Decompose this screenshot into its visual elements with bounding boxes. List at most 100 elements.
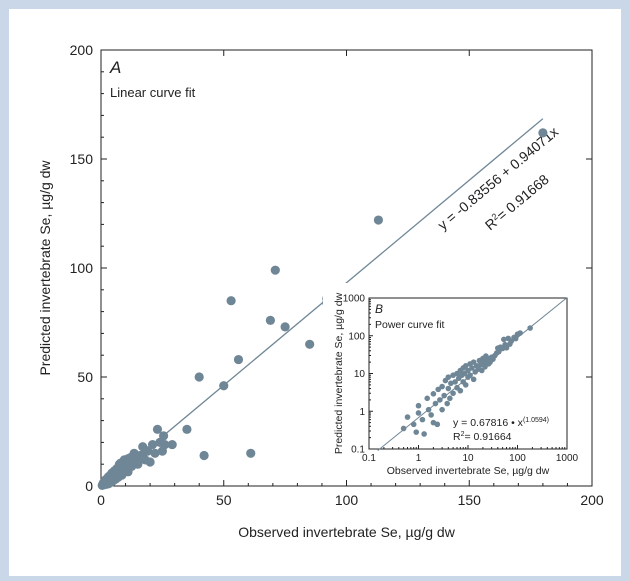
data-point-b: [432, 400, 439, 407]
x-tick-label-b: 1: [416, 453, 422, 464]
equation-exponent-b: (1.0594): [523, 417, 549, 424]
figure-svg: 0 50 100 150 200 0 50 100 150 200 Observed inverte…: [37, 42, 604, 540]
data-point-b: [445, 385, 452, 392]
data-point-b: [452, 379, 458, 385]
data-point-b: [527, 325, 533, 331]
data-point-b: [444, 400, 450, 407]
data-point-b: [439, 406, 445, 413]
data-point-a: [199, 450, 209, 461]
data-point-a: [538, 128, 548, 138]
x-tick-label-a: 50: [216, 492, 232, 508]
data-point-b: [470, 376, 477, 383]
data-point-b: [467, 372, 473, 379]
data-point-b: [478, 367, 485, 374]
data-point-a: [280, 322, 290, 332]
data-point-b: [457, 387, 464, 394]
data-point-b: [501, 336, 507, 343]
x-tick-label-b: 100: [509, 453, 526, 464]
r-squared-sup-b: 2: [461, 431, 465, 438]
data-point-b: [434, 421, 441, 428]
data-point-a: [152, 424, 163, 434]
y-axis-label-b: Predicted invertebrate Se, µg/g dw: [333, 292, 345, 454]
data-point-b: [517, 330, 523, 336]
data-point-b: [415, 410, 422, 416]
fit-line-a: [100, 118, 544, 489]
y-tick-label-a: 150: [70, 151, 94, 167]
data-point-b: [512, 335, 519, 342]
x-tick-label-a: 150: [458, 492, 482, 508]
data-point-b: [424, 395, 431, 402]
x-tick-label-b: 1000: [556, 453, 579, 464]
x-tick-label-a: 200: [580, 492, 604, 508]
data-point-b: [410, 421, 417, 428]
x-tick-label-a: 100: [335, 492, 359, 508]
data-point-b: [400, 425, 407, 432]
x-axis-label-b: Observed invertebrate Se, µg/g dw: [387, 465, 550, 477]
data-point-a: [111, 470, 121, 481]
data-point-a: [226, 296, 236, 306]
data-point-b: [450, 390, 456, 397]
data-point-a: [265, 315, 275, 325]
data-point-b: [435, 386, 441, 393]
data-point-a: [167, 439, 177, 450]
data-point-a: [159, 431, 169, 441]
r-squared-value-b: = 0.91664: [465, 431, 512, 443]
data-point-a: [182, 424, 192, 434]
y-tick-label-b: 1: [359, 407, 365, 418]
r-squared-sup-a: 2: [490, 211, 500, 222]
data-point-a: [270, 265, 280, 275]
data-point-b: [448, 380, 454, 387]
data-point-b: [437, 397, 443, 403]
data-point-a: [233, 354, 244, 365]
y-tick-label-a: 0: [85, 478, 93, 494]
data-point-b: [430, 390, 437, 397]
data-point-a: [160, 439, 170, 450]
data-point-a: [147, 439, 158, 450]
data-point-a: [138, 453, 148, 463]
data-point-b: [470, 359, 477, 365]
y-axis-label-a: Predicted invertebrate Se, µg/g dw: [37, 160, 53, 376]
y-tick-label-b: 0.1: [351, 445, 365, 456]
inset-background: [323, 283, 583, 476]
y-tick-label-a: 100: [70, 260, 94, 276]
y-tick-label-b: 1000: [343, 294, 366, 305]
data-point-b: [404, 414, 411, 420]
data-point-a: [116, 458, 126, 468]
data-point-b: [445, 374, 452, 380]
data-point-a: [145, 457, 155, 467]
chart-title-a: Linear curve fit: [110, 85, 196, 100]
x-tick-label-b: 0.1: [362, 453, 376, 464]
data-point-a: [140, 445, 150, 455]
data-point-b: [503, 344, 510, 351]
panel-letter-a: A: [109, 58, 121, 77]
x-tick-label-a: 0: [97, 492, 105, 508]
data-point-b: [425, 406, 432, 413]
data-point-b: [428, 412, 434, 418]
data-point-a: [150, 448, 160, 458]
data-point-a: [305, 339, 315, 349]
data-point-b: [439, 383, 445, 390]
data-point-a: [194, 372, 204, 382]
data-point-b: [462, 382, 469, 388]
data-point-a: [118, 466, 128, 476]
equation-label-b: y = 0.67816 • x(1.0594): [453, 417, 549, 429]
x-tick-label-b: 10: [462, 453, 474, 464]
figure-panel: 0 50 100 150 200 0 50 100 150 200 Observed inverte…: [9, 9, 621, 576]
r-squared-label-b: R2= 0.91664: [453, 431, 512, 443]
data-point-a: [246, 448, 256, 458]
y-tick-label-a: 50: [77, 369, 93, 385]
equation-prefix-b: y = 0.67816 • x: [453, 417, 524, 429]
panel-letter-b: B: [375, 302, 383, 316]
y-tick-label-b: 10: [354, 369, 366, 380]
chart-title-b: Power curve fit: [375, 319, 445, 331]
data-point-b: [419, 416, 426, 423]
data-point-a: [373, 215, 384, 225]
data-point-b: [462, 362, 469, 369]
data-point-b: [496, 348, 502, 355]
data-point-b: [447, 395, 453, 402]
data-point-b: [415, 402, 422, 409]
y-tick-label-a: 200: [70, 42, 94, 58]
r-squared-prefix-b: R: [453, 431, 461, 443]
data-point-b: [413, 429, 420, 435]
y-tick-label-b: 100: [348, 331, 365, 342]
